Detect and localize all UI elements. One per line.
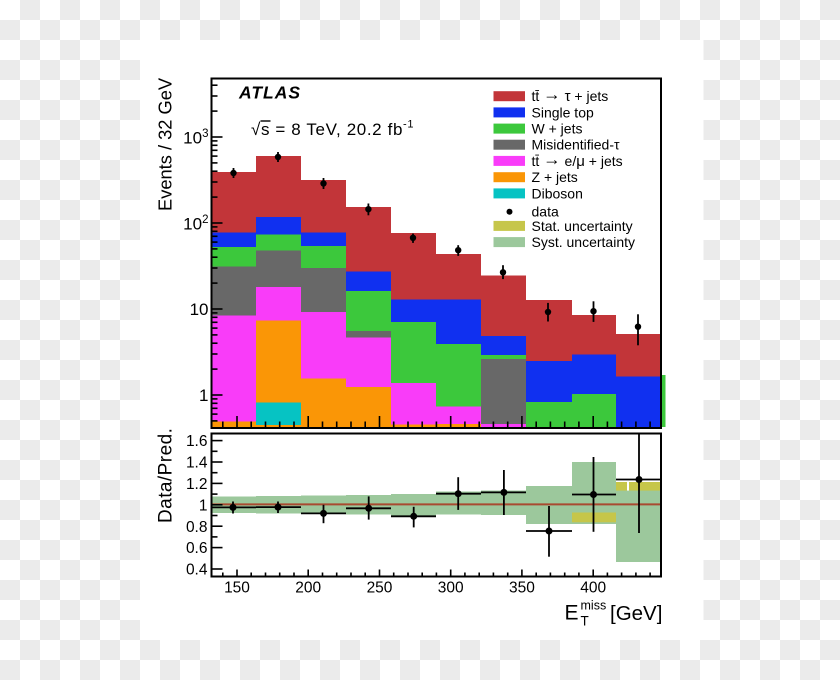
svg-text:Data/Pred.: Data/Pred.: [156, 428, 177, 523]
svg-text:1: 1: [199, 497, 208, 514]
svg-text:10: 10: [190, 300, 209, 319]
svg-text:Syst. uncertainty: Syst. uncertainty: [532, 234, 636, 250]
svg-text:400: 400: [580, 580, 606, 597]
svg-text:data: data: [532, 204, 559, 220]
svg-text:Misidentified-τ: Misidentified-τ: [532, 137, 620, 153]
svg-text:350: 350: [509, 580, 535, 597]
svg-text:300: 300: [438, 580, 464, 597]
svg-text:ATLAS: ATLAS: [238, 83, 301, 103]
svg-text:T: T: [581, 614, 589, 629]
svg-text:1.4: 1.4: [186, 455, 208, 472]
svg-text:tt̄ → e/μ + jets: tt̄ → e/μ + jets: [532, 149, 623, 170]
svg-text:0.8: 0.8: [186, 519, 208, 536]
svg-text:1.6: 1.6: [186, 433, 208, 450]
svg-text:1: 1: [199, 386, 208, 405]
svg-text:√s = 8 TeV, 20.2 fb-1: √s = 8 TeV, 20.2 fb-1: [251, 119, 414, 140]
svg-text:W + jets: W + jets: [532, 121, 583, 137]
svg-text:E: E: [565, 602, 579, 625]
svg-text:Diboson: Diboson: [532, 185, 583, 201]
svg-text:Z + jets: Z + jets: [532, 169, 578, 185]
svg-text:miss: miss: [581, 599, 607, 613]
svg-text:150: 150: [224, 580, 250, 597]
svg-text:Events / 32 GeV: Events / 32 GeV: [155, 77, 176, 211]
svg-text:[GeV]: [GeV]: [610, 602, 662, 625]
svg-text:250: 250: [367, 580, 393, 597]
svg-text:0.4: 0.4: [186, 562, 208, 579]
svg-text:1.2: 1.2: [186, 476, 208, 493]
svg-text:tt̄ → τ + jets: tt̄ → τ + jets: [532, 84, 609, 105]
svg-text:Stat. uncertainty: Stat. uncertainty: [532, 218, 633, 234]
svg-text:200: 200: [295, 580, 321, 597]
svg-text:0.6: 0.6: [186, 540, 208, 557]
svg-text:Single top: Single top: [532, 104, 594, 120]
